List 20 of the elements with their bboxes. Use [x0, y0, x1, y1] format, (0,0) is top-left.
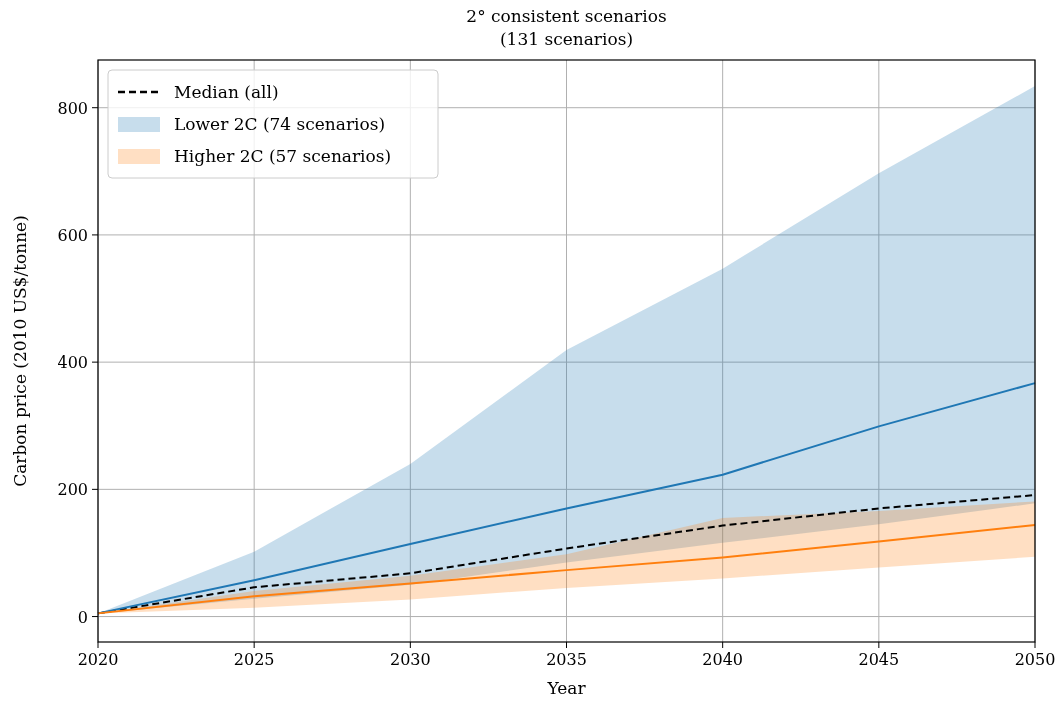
y-axis-title: Carbon price (2010 US$/tonne)	[10, 215, 30, 487]
line-series	[97, 523, 1036, 615]
legend-label: Median (all)	[174, 82, 279, 102]
x-tick-label: 2040	[702, 650, 744, 669]
x-tick-label: 2025	[233, 650, 275, 669]
y-tick-label: 0	[77, 607, 88, 627]
x-tick-label: 2045	[858, 650, 900, 669]
legend-label: Higher 2C (57 scenarios)	[174, 146, 392, 166]
y-tick-label: 600	[57, 225, 88, 245]
y-tick-label: 200	[57, 480, 88, 500]
x-tick-label: 2050	[1014, 650, 1056, 669]
chart-title: 2° consistent scenarios	[466, 6, 667, 26]
chart-subtitle: (131 scenarios)	[499, 29, 634, 49]
x-axis-title: Year	[546, 678, 587, 698]
y-tick-label: 400	[57, 353, 88, 373]
x-tick-label: 2020	[77, 650, 119, 669]
x-tick-label: 2030	[389, 650, 431, 669]
y-tick-label: 800	[57, 98, 88, 118]
x-tick-label: 2035	[546, 650, 587, 669]
legend-label: Lower 2C (74 scenarios)	[174, 114, 386, 134]
